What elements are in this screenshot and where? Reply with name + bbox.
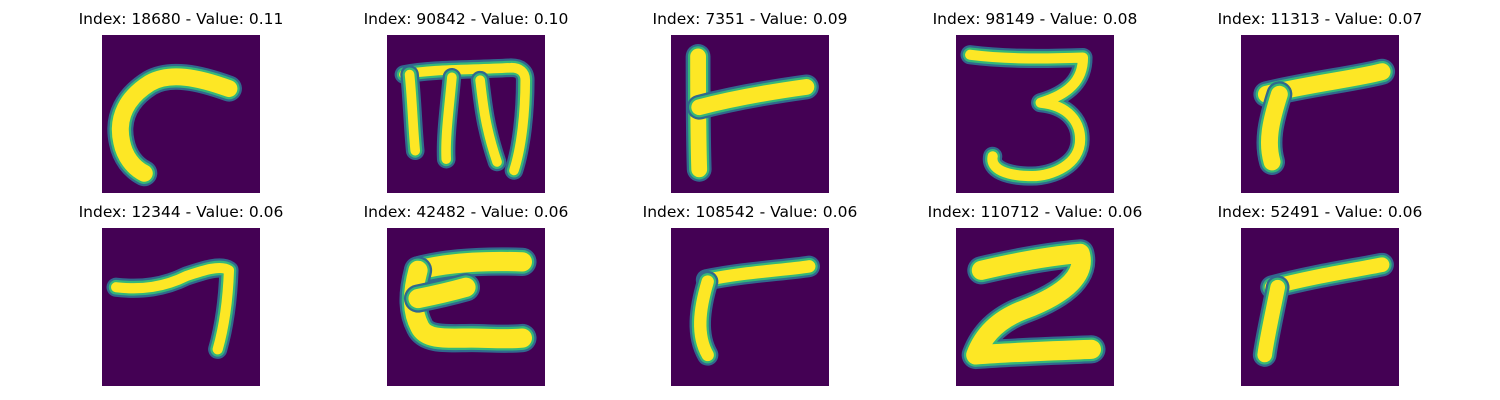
glyph-stroke-core [694, 275, 714, 362]
panel-title: Index: 52491 - Value: 0.06 [1217, 203, 1423, 221]
glyph-stroke-core [475, 75, 502, 167]
glyph-svg [956, 228, 1114, 386]
panel-title: Index: 110712 - Value: 0.06 [927, 203, 1143, 221]
image-panel: Index: 108542 - Value: 0.06 [600, 193, 900, 386]
glyph-stroke-core [408, 277, 476, 309]
handwritten-glyph-image [387, 228, 545, 386]
image-panel: Index: 11313 - Value: 0.07 [1170, 0, 1470, 193]
panel-title: Index: 11313 - Value: 0.07 [1217, 10, 1423, 28]
glyph-stroke-core [441, 72, 457, 164]
glyph-stroke-core [966, 243, 1102, 365]
handwritten-glyph-image [956, 35, 1114, 193]
handwritten-glyph-image [102, 228, 260, 386]
panel-title: Index: 90842 - Value: 0.10 [363, 10, 569, 28]
panel-title: Index: 7351 - Value: 0.09 [652, 10, 848, 28]
panel-title: Index: 98149 - Value: 0.08 [932, 10, 1138, 28]
image-panel: Index: 98149 - Value: 0.08 [885, 0, 1185, 193]
handwritten-glyph-image [387, 35, 545, 193]
glyph-stroke-core [1260, 85, 1288, 171]
glyph-svg [956, 35, 1114, 193]
glyph-stroke-core [1257, 279, 1286, 363]
image-panel: Index: 18680 - Value: 0.11 [31, 0, 331, 193]
glyph-svg [387, 228, 545, 386]
image-panel: Index: 12344 - Value: 0.06 [31, 193, 331, 386]
handwritten-glyph-image [956, 228, 1114, 386]
glyph-svg [1241, 228, 1399, 386]
panel-title: Index: 18680 - Value: 0.11 [78, 10, 284, 28]
glyph-stroke-core [700, 260, 816, 287]
glyph-stroke-core [408, 251, 533, 280]
image-panel: Index: 110712 - Value: 0.06 [885, 193, 1185, 386]
glyph-svg [387, 35, 545, 193]
image-panel: Index: 52491 - Value: 0.06 [1170, 193, 1470, 386]
glyph-stroke-core [965, 49, 1089, 182]
image-background [102, 228, 260, 386]
glyph-stroke-core [404, 69, 421, 156]
panel-title: Index: 12344 - Value: 0.06 [78, 203, 284, 221]
handwritten-glyph-image [671, 228, 829, 386]
glyph-svg [1241, 35, 1399, 193]
glyph-svg [671, 35, 829, 193]
panel-title: Index: 108542 - Value: 0.06 [642, 203, 858, 221]
glyph-svg [671, 228, 829, 386]
handwritten-glyph-image [671, 35, 829, 193]
glyph-stroke-core [111, 262, 235, 355]
glyph-svg [102, 228, 260, 386]
handwritten-glyph-image [1241, 35, 1399, 193]
glyph-svg [102, 35, 260, 193]
glyph-stroke-core [111, 68, 238, 182]
panel-title: Index: 42482 - Value: 0.06 [363, 203, 569, 221]
image-panel: Index: 42482 - Value: 0.06 [316, 193, 616, 386]
handwritten-glyph-image [1241, 228, 1399, 386]
image-panel: Index: 7351 - Value: 0.09 [600, 0, 900, 193]
handwritten-glyph-image [102, 35, 260, 193]
glyph-stroke-core [691, 79, 815, 116]
image-panel: Index: 90842 - Value: 0.10 [316, 0, 616, 193]
